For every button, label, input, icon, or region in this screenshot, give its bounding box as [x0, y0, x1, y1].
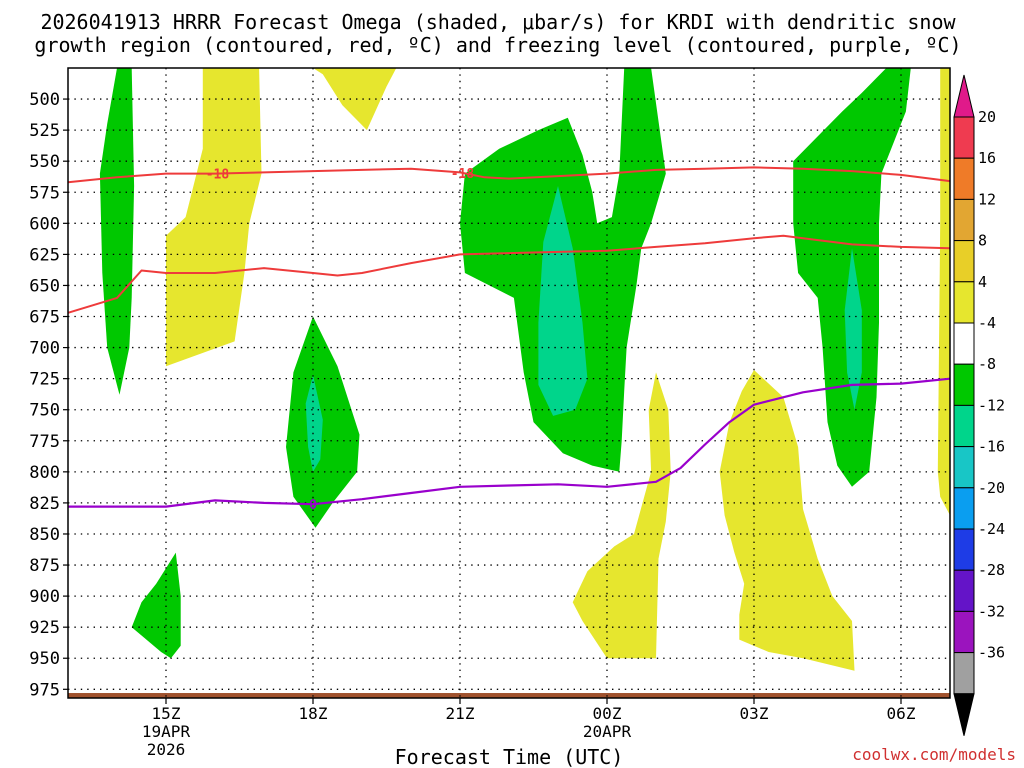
- colorbar-swatch-10: [953, 528, 975, 571]
- y-tick-label-775: 775: [29, 432, 60, 452]
- y-tick-label-925: 925: [29, 618, 60, 638]
- y-tick-label-850: 850: [29, 525, 60, 545]
- dgz-top-contour-line: [67, 166, 951, 184]
- colorbar-label-5: -4: [978, 314, 996, 332]
- y-tick-label-650: 650: [29, 276, 60, 296]
- x-tick-label-18Z: 18Z: [299, 704, 328, 723]
- x-tick-date-15Z: 19APR: [142, 722, 191, 741]
- chart-title-line1: 2026041913 HRRR Forecast Omega (shaded, …: [40, 10, 956, 34]
- y-tick-label-875: 875: [29, 556, 60, 576]
- x-tick-label-21Z: 21Z: [446, 704, 475, 723]
- y-tick-label-750: 750: [29, 401, 60, 421]
- omega-region-up-14z-low: [131, 552, 181, 659]
- omega-region-up-18z-cell: [286, 316, 360, 528]
- x-tick-label-00Z: 00Z: [593, 704, 622, 723]
- chart-title-line2: growth region (contoured, red, ºC) and f…: [34, 33, 961, 57]
- colorbar-label-4: 4: [978, 273, 987, 291]
- dgz-contour-label-1: -18: [451, 167, 475, 182]
- x-axis-label: Forecast Time (UTC): [395, 745, 624, 768]
- y-tick-label-825: 825: [29, 494, 60, 514]
- colorbar-label-12: -32: [978, 602, 1005, 620]
- colorbar-swatch-11: [953, 569, 975, 612]
- colorbar-swatch-1: [953, 157, 975, 200]
- y-tick-label-550: 550: [29, 152, 60, 172]
- contour-layer: -18 -18 0: [67, 166, 951, 513]
- x-tick-year-15Z: 2026: [147, 740, 186, 759]
- colorbar-swatch-9: [953, 487, 975, 530]
- omega-region-up-05z-core: [844, 248, 862, 410]
- colorbar-bottom-arrow: [953, 693, 975, 736]
- colorbar-label-3: 8: [978, 232, 987, 250]
- colorbar-label-10: -24: [978, 520, 1005, 538]
- colorbar-swatch-4: [953, 281, 975, 324]
- x-tick-label-06Z: 06Z: [887, 704, 916, 723]
- y-tick-label-975: 975: [29, 680, 60, 700]
- credit-text: coolwx.com/models: [852, 745, 1016, 764]
- colorbar-label-0: 20: [978, 108, 996, 126]
- y-tick-label-800: 800: [29, 463, 60, 483]
- plot-area: -18 -18 0: [67, 67, 951, 699]
- colorbar-swatch-7: [953, 404, 975, 448]
- y-tick-label-500: 500: [29, 90, 60, 110]
- colorbar-label-6: -8: [978, 355, 996, 373]
- y-axis: 500 525 550 575 600 625 650 675 700 725 750 775 800 8…: [29, 90, 68, 700]
- omega-region-up-15z-column: [99, 68, 135, 395]
- colorbar-label-13: -36: [978, 644, 1005, 662]
- colorbar-swatch-2: [953, 198, 975, 242]
- y-tick-label-575: 575: [29, 183, 60, 203]
- omega-region-down-19z-patch: [313, 68, 397, 131]
- colorbar-swatch-12: [953, 610, 975, 654]
- colorbar-label-8: -16: [978, 438, 1005, 456]
- colorbar-label-1: 16: [978, 149, 996, 167]
- colorbar-swatch-8: [953, 446, 975, 489]
- colorbar-swatch-0: [953, 116, 975, 159]
- colorbar-top-arrow: [953, 74, 975, 118]
- dgz-bottom-contour-line: [67, 234, 951, 314]
- dgz-contour-label-0: -18: [206, 168, 230, 183]
- y-tick-label-700: 700: [29, 339, 60, 359]
- colorbar-label-7: -12: [978, 396, 1005, 414]
- freezing-level-line: [68, 377, 951, 508]
- y-tick-label-600: 600: [29, 214, 60, 234]
- colorbar-label-9: -20: [978, 479, 1005, 497]
- omega-region-up-22z-core: [538, 186, 588, 416]
- y-tick-label-525: 525: [29, 121, 60, 141]
- x-tick-label-15Z: 15Z: [152, 704, 181, 723]
- omega-region-up-18z-core: [305, 374, 323, 472]
- colorbar-swatch-5: [953, 322, 975, 365]
- y-tick-label-900: 900: [29, 587, 60, 607]
- y-tick-label-950: 950: [29, 649, 60, 669]
- omega-region-down-01z-column: [572, 372, 671, 659]
- freezing-level-label: 0: [309, 498, 317, 513]
- colorbar-swatch-13: [953, 652, 975, 695]
- y-tick-label-675: 675: [29, 308, 60, 328]
- y-tick-label-725: 725: [29, 370, 60, 390]
- colorbar: 20 16 12 8 4 -4 -8 -12 -16 -20 -24 -28 -32 -36: [953, 74, 1005, 736]
- plot-frame: [67, 67, 951, 699]
- omega-region-down-16z-column: [166, 68, 262, 367]
- colorbar-swatch-3: [953, 240, 975, 283]
- y-tick-label-625: 625: [29, 245, 60, 265]
- colorbar-label-11: -28: [978, 561, 1005, 579]
- x-tick-date-00Z: 20APR: [583, 722, 632, 741]
- x-tick-label-03Z: 03Z: [740, 704, 769, 723]
- colorbar-label-2: 12: [978, 190, 996, 208]
- ground-surface-band: [68, 693, 950, 698]
- colorbar-swatch-6: [953, 363, 975, 406]
